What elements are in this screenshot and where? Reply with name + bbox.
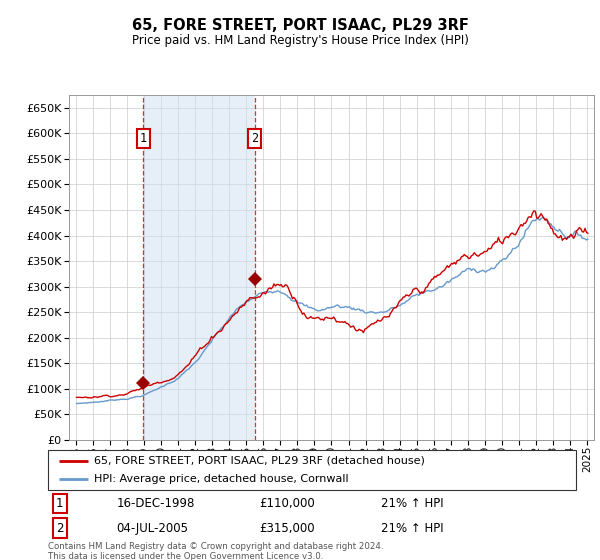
- Text: 2: 2: [56, 522, 64, 535]
- Text: 65, FORE STREET, PORT ISAAC, PL29 3RF (detached house): 65, FORE STREET, PORT ISAAC, PL29 3RF (d…: [94, 456, 425, 466]
- Text: 1: 1: [140, 132, 147, 145]
- Text: 21% ↑ HPI: 21% ↑ HPI: [380, 522, 443, 535]
- Text: 04-JUL-2005: 04-JUL-2005: [116, 522, 188, 535]
- Text: 65, FORE STREET, PORT ISAAC, PL29 3RF: 65, FORE STREET, PORT ISAAC, PL29 3RF: [131, 18, 469, 34]
- Text: HPI: Average price, detached house, Cornwall: HPI: Average price, detached house, Corn…: [94, 474, 349, 484]
- Text: 21% ↑ HPI: 21% ↑ HPI: [380, 497, 443, 510]
- Text: Price paid vs. HM Land Registry's House Price Index (HPI): Price paid vs. HM Land Registry's House …: [131, 34, 469, 46]
- Bar: [143, 95, 255, 440]
- Text: Contains HM Land Registry data © Crown copyright and database right 2024.
This d: Contains HM Land Registry data © Crown c…: [48, 542, 383, 560]
- Text: 2: 2: [251, 132, 259, 145]
- Text: 16-DEC-1998: 16-DEC-1998: [116, 497, 195, 510]
- Text: £110,000: £110,000: [259, 497, 315, 510]
- Text: £315,000: £315,000: [259, 522, 315, 535]
- FancyBboxPatch shape: [48, 450, 576, 490]
- Text: 1: 1: [56, 497, 64, 510]
